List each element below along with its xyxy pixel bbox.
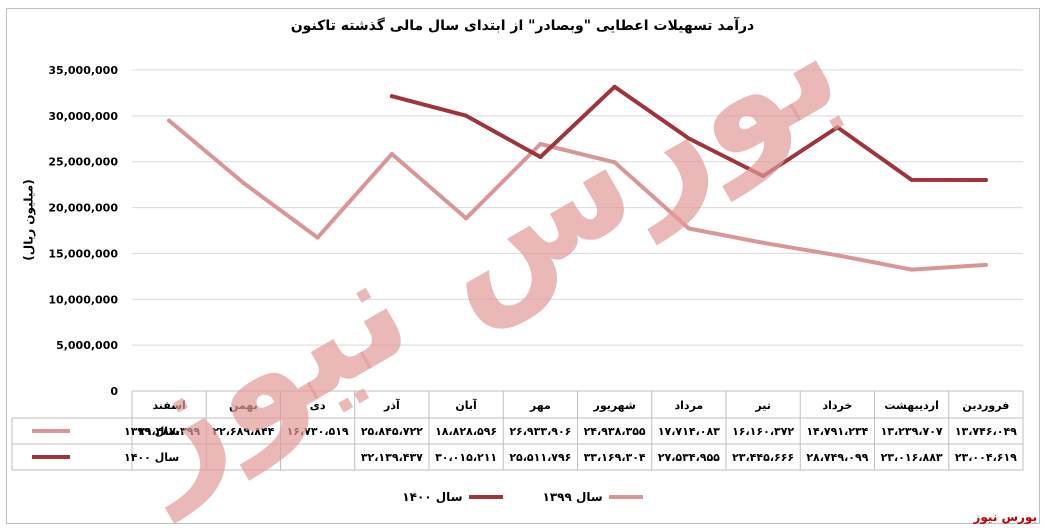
legend-label-1399: سال ۱۳۹۹ xyxy=(542,490,603,504)
data-label-1-4: ۲۷،۵۳۴،۹۵۵ xyxy=(658,451,720,464)
data-label-0-3: ۱۶،۱۶۰،۳۷۲ xyxy=(732,425,794,438)
data-label-0-11: ۲۹،۴۸۷،۳۹۹ xyxy=(138,425,200,438)
data-point-1-6 xyxy=(538,155,543,160)
data-label-0-6: ۲۶،۹۳۳،۹۰۶ xyxy=(509,425,571,438)
y-tick-label-3: 15,000,000 xyxy=(48,247,118,260)
y-tick-label-6: 30,000,000 xyxy=(48,110,118,123)
data-label-1-7: ۳۰،۰۱۵،۲۱۱ xyxy=(435,451,497,464)
data-point-1-5 xyxy=(612,84,617,89)
data-point-1-2 xyxy=(835,125,840,130)
x-tick-label-11: اسفند xyxy=(152,399,185,412)
table-series-name-0: سال ۱۳۹۹ xyxy=(124,425,179,438)
x-tick-label-8: آذر xyxy=(383,398,400,412)
data-label-0-4: ۱۷،۷۱۴،۰۸۳ xyxy=(658,425,720,438)
x-tick-label-3: تیر xyxy=(754,399,770,412)
y-tick-label-5: 25,000,000 xyxy=(48,156,118,169)
data-point-1-7 xyxy=(464,113,469,118)
data-label-1-8: ۳۲،۱۳۹،۴۳۷ xyxy=(361,451,423,464)
y-tick-label-2: 10,000,000 xyxy=(48,293,118,306)
data-label-0-1: ۱۳،۲۳۹،۷۰۷ xyxy=(881,425,943,438)
brand-label: بورس نیوز xyxy=(973,510,1037,524)
data-label-1-2: ۲۸،۷۴۹،۰۹۹ xyxy=(806,451,868,464)
series-line-0 xyxy=(167,118,988,272)
data-point-0-10 xyxy=(241,180,246,185)
data-point-0-2 xyxy=(835,253,840,258)
data-label-1-6: ۲۵،۵۱۱،۷۹۶ xyxy=(509,451,571,464)
data-point-0-11 xyxy=(167,118,172,123)
x-tick-label-9: دی xyxy=(310,399,326,412)
data-label-1-0: ۲۳،۰۰۴،۶۱۹ xyxy=(955,451,1017,464)
legend-item-1400: سال ۱۴۰۰ xyxy=(402,490,503,504)
y-tick-label-0: 0 xyxy=(110,385,118,398)
x-tick-label-6: مهر xyxy=(529,399,551,412)
data-point-0-5 xyxy=(612,160,617,165)
legend: سال ۱۴۰۰ سال ۱۳۹۹ xyxy=(0,490,1045,504)
data-point-0-0 xyxy=(983,262,988,267)
x-tick-label-10: بهمن xyxy=(229,399,258,412)
x-tick-label-1: اردیبهشت xyxy=(884,399,938,412)
data-point-0-9 xyxy=(315,235,320,240)
data-label-0-5: ۲۴،۹۳۸،۳۵۵ xyxy=(584,425,646,438)
legend-swatch-1399 xyxy=(608,495,643,499)
data-label-1-5: ۳۳،۱۶۹،۳۰۴ xyxy=(584,451,646,464)
legend-swatch-1400 xyxy=(468,495,503,499)
data-point-1-1 xyxy=(909,177,914,182)
data-label-0-7: ۱۸،۸۲۸،۵۹۶ xyxy=(435,425,497,438)
chart-title: درآمد تسهیلات اعطایی "وبصادر" از ابتدای … xyxy=(290,18,755,34)
chart-frame xyxy=(6,8,1040,524)
data-label-0-0: ۱۳،۷۴۶،۰۴۹ xyxy=(955,425,1017,438)
data-label-0-9: ۱۶،۷۳۰،۵۱۹ xyxy=(287,425,349,438)
data-point-0-4 xyxy=(686,226,691,231)
table-series-name-1: سال ۱۴۰۰ xyxy=(124,451,179,464)
data-label-1-3: ۲۳،۴۴۵،۶۶۶ xyxy=(732,451,794,464)
watermark-logo: بورس نیوز xyxy=(86,0,867,525)
data-point-0-1 xyxy=(909,267,914,272)
x-tick-label-2: خرداد xyxy=(822,399,852,412)
legend-item-1399: سال ۱۳۹۹ xyxy=(543,490,643,504)
y-tick-label-4: 20,000,000 xyxy=(48,202,118,215)
data-label-0-8: ۲۵،۸۴۵،۷۲۲ xyxy=(361,425,423,438)
data-point-0-7 xyxy=(464,216,469,221)
data-point-1-3 xyxy=(761,173,766,178)
data-point-1-8 xyxy=(389,94,394,99)
data-label-0-10: ۲۲،۶۸۹،۸۴۴ xyxy=(212,425,274,438)
data-point-1-0 xyxy=(983,178,988,183)
data-point-0-8 xyxy=(389,151,394,156)
x-tick-label-0: فروردین xyxy=(962,399,1009,412)
data-point-0-3 xyxy=(761,240,766,245)
data-point-0-6 xyxy=(538,141,543,146)
x-tick-label-5: شهریور xyxy=(592,399,635,412)
data-label-0-2: ۱۴،۷۹۱،۲۳۴ xyxy=(806,425,868,438)
legend-label-1400: سال ۱۴۰۰ xyxy=(402,490,463,504)
data-label-1-1: ۲۳،۰۱۶،۸۸۳ xyxy=(881,451,943,464)
y-tick-label-7: 35,000,000 xyxy=(48,64,118,77)
y-tick-label-1: 5,000,000 xyxy=(56,339,118,352)
data-point-1-4 xyxy=(686,136,691,141)
x-tick-label-4: مرداد xyxy=(675,399,704,412)
x-tick-label-7: آبان xyxy=(455,398,477,412)
